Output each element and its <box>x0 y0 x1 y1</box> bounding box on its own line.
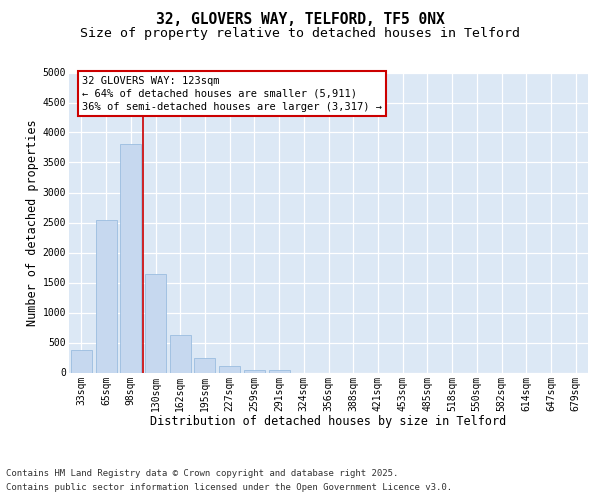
Bar <box>170 335 191 372</box>
Text: Size of property relative to detached houses in Telford: Size of property relative to detached ho… <box>80 26 520 40</box>
Text: Contains HM Land Registry data © Crown copyright and database right 2025.: Contains HM Land Registry data © Crown c… <box>6 468 398 477</box>
Bar <box>244 370 265 372</box>
Y-axis label: Number of detached properties: Number of detached properties <box>26 119 38 326</box>
Bar <box>71 350 92 372</box>
Text: 32, GLOVERS WAY, TELFORD, TF5 0NX: 32, GLOVERS WAY, TELFORD, TF5 0NX <box>155 12 445 28</box>
Bar <box>219 366 240 372</box>
Bar <box>194 358 215 372</box>
Bar <box>95 220 116 372</box>
Bar <box>145 274 166 372</box>
Bar <box>120 144 141 372</box>
Text: 32 GLOVERS WAY: 123sqm
← 64% of detached houses are smaller (5,911)
36% of semi-: 32 GLOVERS WAY: 123sqm ← 64% of detached… <box>82 76 382 112</box>
Text: Contains public sector information licensed under the Open Government Licence v3: Contains public sector information licen… <box>6 484 452 492</box>
Bar <box>269 370 290 372</box>
X-axis label: Distribution of detached houses by size in Telford: Distribution of detached houses by size … <box>151 414 506 428</box>
